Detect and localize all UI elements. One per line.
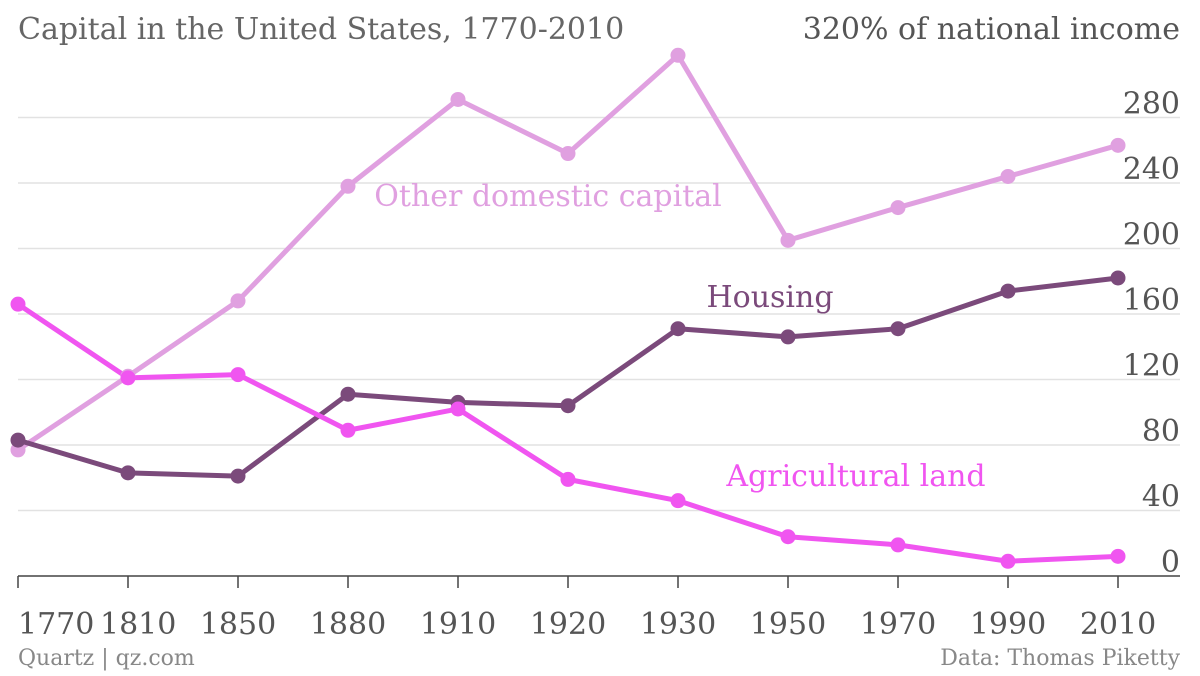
y-tick-label-80: 80 bbox=[1142, 414, 1180, 449]
chart-title: Capital in the United States, 1770-2010 bbox=[18, 12, 625, 47]
y-tick-label-40: 40 bbox=[1142, 480, 1180, 515]
point-other-domestic-capital-1880 bbox=[340, 178, 356, 194]
point-agricultural-land-1910 bbox=[450, 401, 466, 417]
point-agricultural-land-1970 bbox=[890, 537, 906, 553]
x-tick-label-2010: 2010 bbox=[1080, 607, 1156, 642]
x-tick-label-1810: 1810 bbox=[100, 607, 176, 642]
point-agricultural-land-1810 bbox=[120, 370, 136, 386]
x-tick-labels: 1770 1810 1850 1880 1910 1920 1930 1950 1970 1990… bbox=[18, 607, 1156, 642]
x-tick-label-1880: 1880 bbox=[310, 607, 386, 642]
series-line-other-domestic-capital bbox=[16, 52, 1119, 452]
point-housing-1950 bbox=[780, 329, 796, 345]
point-agricultural-land-1770 bbox=[10, 296, 26, 312]
point-other-domestic-capital-1850 bbox=[230, 293, 246, 309]
point-housing-1990 bbox=[1000, 283, 1016, 299]
x-tick-label-1970: 1970 bbox=[860, 607, 936, 642]
point-other-domestic-capital-1990 bbox=[1000, 168, 1016, 184]
y-tick-label-0: 0 bbox=[1161, 545, 1180, 580]
x-tick-label-1930: 1930 bbox=[640, 607, 716, 642]
point-other-domestic-capital-2010 bbox=[1110, 137, 1126, 153]
point-housing-1970 bbox=[890, 321, 906, 337]
x-tick-label-1770: 1770 bbox=[18, 607, 94, 642]
series-points bbox=[10, 47, 1126, 569]
axes bbox=[17, 575, 1180, 588]
y-tick-label-240: 240 bbox=[1123, 152, 1180, 187]
y-tick-label-160: 160 bbox=[1123, 283, 1180, 318]
point-housing-1880 bbox=[340, 386, 356, 402]
y-tick-label-280: 280 bbox=[1123, 87, 1180, 122]
footer-source-left: Quartz | qz.com bbox=[18, 646, 195, 671]
point-agricultural-land-1850 bbox=[230, 367, 246, 383]
y-axis-top-label: 320% of national income bbox=[802, 12, 1180, 47]
series-label-housing: Housing bbox=[706, 280, 833, 315]
series-line-agricultural-land bbox=[16, 302, 1119, 564]
x-tick-label-1850: 1850 bbox=[200, 607, 276, 642]
point-agricultural-land-2010 bbox=[1110, 548, 1126, 564]
point-other-domestic-capital-1950 bbox=[780, 232, 796, 248]
series-label-other-domestic-capital: Other domestic capital bbox=[374, 179, 721, 214]
x-tick-label-1950: 1950 bbox=[750, 607, 826, 642]
point-agricultural-land-1930 bbox=[670, 493, 686, 509]
point-housing-1810 bbox=[120, 465, 136, 481]
point-other-domestic-capital-1970 bbox=[890, 200, 906, 216]
footer-source-right: Data: Thomas Piketty bbox=[940, 646, 1180, 671]
x-tick-label-1920: 1920 bbox=[530, 607, 606, 642]
series-labels: Other domestic capital Housing Agricultura… bbox=[374, 179, 985, 494]
series-label-agricultural-land: Agricultural land bbox=[725, 459, 985, 494]
y-tick-label-200: 200 bbox=[1123, 218, 1180, 253]
point-housing-1770 bbox=[10, 432, 26, 448]
point-housing-2010 bbox=[1110, 270, 1126, 286]
x-tick-label-1910: 1910 bbox=[420, 607, 496, 642]
point-housing-1930 bbox=[670, 321, 686, 337]
x-tick-label-1990: 1990 bbox=[970, 607, 1046, 642]
point-other-domestic-capital-1910 bbox=[450, 91, 466, 107]
point-agricultural-land-1920 bbox=[560, 471, 576, 487]
point-agricultural-land-1990 bbox=[1000, 553, 1016, 569]
point-other-domestic-capital-1920 bbox=[560, 146, 576, 162]
point-agricultural-land-1880 bbox=[340, 422, 356, 438]
point-agricultural-land-1950 bbox=[780, 529, 796, 545]
point-other-domestic-capital-1930 bbox=[670, 47, 686, 63]
y-tick-labels: 0 40 80 120 160 200 240 280 bbox=[1123, 87, 1180, 581]
y-tick-label-120: 120 bbox=[1123, 349, 1180, 384]
point-housing-1920 bbox=[560, 398, 576, 414]
point-housing-1850 bbox=[230, 468, 246, 484]
